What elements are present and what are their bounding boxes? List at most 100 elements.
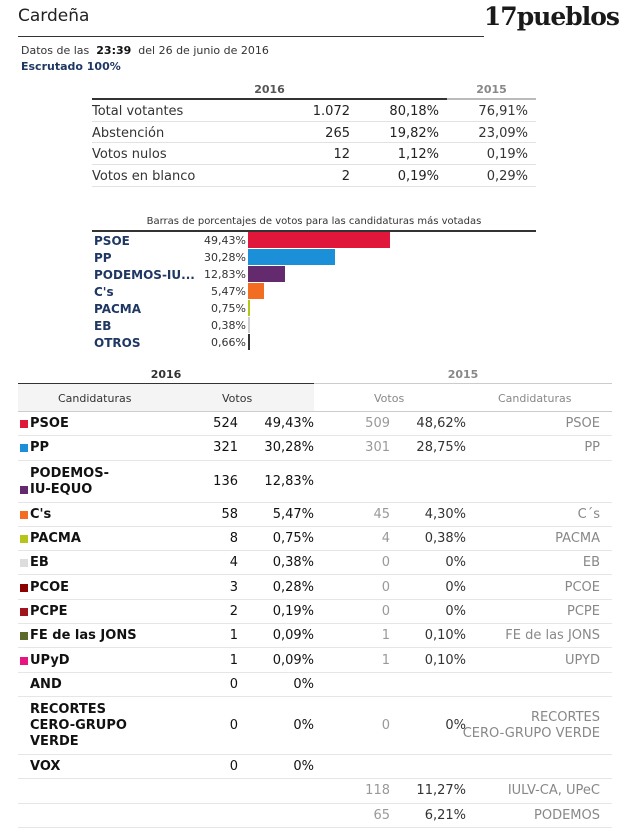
result-row: EB 4 0,38% 0 0% EB — [18, 551, 612, 576]
votes-2015: 301 — [365, 440, 390, 456]
town-title: Cardeña — [18, 6, 90, 26]
votes-2015: 1 — [381, 628, 390, 644]
pct-2015: 48,62% — [416, 416, 466, 432]
bar-party-name: PP — [94, 251, 112, 265]
summary-label: Votos nulos — [92, 147, 167, 163]
party-name-2016: PCOE — [30, 579, 69, 595]
votes-2016: 0 — [229, 676, 238, 692]
votes-2016: 3 — [229, 579, 238, 595]
bar-row: OTROS 0,66% — [92, 334, 536, 351]
summary-votes: 1.072 — [312, 104, 350, 119]
col-candidaturas-2016: Candidaturas — [58, 392, 132, 405]
party-color-swatch — [20, 583, 28, 592]
pct-2015: 0,10% — [424, 652, 466, 668]
summary-label: Votos en blanco — [92, 169, 196, 185]
pct-2015: 11,27% — [416, 783, 466, 799]
bars-title: Barras de porcentajes de votos para las … — [146, 216, 482, 227]
party-name-2015: FE de las JONS — [505, 628, 600, 644]
party-color-swatch — [20, 559, 28, 568]
party-color-swatch — [20, 535, 28, 544]
bar-party-name: C's — [94, 285, 114, 299]
votes-2015: 0 — [381, 717, 390, 733]
bar-pct-label: 0,75% — [211, 302, 246, 315]
party-name-2015: C´s — [577, 506, 600, 522]
summary-year-2016: 2016 — [254, 83, 285, 96]
party-name-2015: PACMA — [555, 531, 600, 547]
summary-header: 2016 2015 — [92, 80, 536, 100]
summary-pct-2016: 1,12% — [397, 147, 439, 163]
results-header-bg — [18, 384, 314, 411]
summary-votes: 265 — [325, 125, 350, 141]
summary-pct-2015: 23,09% — [478, 125, 528, 141]
bar-row: C's 5,47% — [92, 283, 536, 300]
summary-rule-2015 — [447, 98, 536, 100]
party-color-swatch — [20, 420, 28, 429]
votes-2016: 321 — [213, 440, 238, 456]
votes-2015: 0 — [381, 603, 390, 619]
votes-2016: 524 — [213, 416, 238, 432]
votes-2016: 4 — [229, 555, 238, 571]
summary-votes: 2 — [341, 169, 350, 185]
pct-2015: 28,75% — [416, 440, 466, 456]
summary-label: Total votantes — [92, 104, 184, 119]
party-color-swatch — [20, 656, 28, 665]
summary-year-2015: 2015 — [476, 83, 507, 96]
votes-2016: 0 — [229, 759, 238, 775]
bar-party-name: PODEMOS-IU... — [94, 268, 195, 282]
pct-2015: 0% — [445, 603, 466, 619]
col-votos-2016: Votos — [222, 392, 253, 405]
data-time: 23:39 — [96, 44, 132, 57]
party-name-2015: RECORTES CERO-GRUPO VERDE — [462, 709, 600, 741]
pct-2016: 0,38% — [272, 555, 314, 571]
party-name-2016: AND — [30, 676, 62, 692]
party-name-2015: PCOE — [564, 579, 600, 595]
votes-2015: 65 — [373, 807, 390, 823]
result-row: 118 11,27% IULV-CA, UPeC — [18, 779, 612, 804]
pct-2016: 49,43% — [264, 416, 314, 432]
pct-2016: 0% — [293, 676, 314, 692]
data-date: del 26 de junio de 2016 — [138, 44, 269, 57]
party-name-2016: PODEMOS- IU-EQUO — [30, 465, 109, 497]
result-row: C's 58 5,47% 45 4,30% C´s — [18, 503, 612, 527]
party-name-2016: PP — [30, 440, 50, 456]
data-timestamp: Datos de las 23:39 del 26 de junio de 20… — [21, 44, 269, 57]
pct-2015: 0,38% — [424, 531, 466, 547]
bar-pct-label: 0,66% — [211, 336, 246, 349]
pct-2016: 0,09% — [272, 628, 314, 644]
party-name-2015: PSOE — [565, 416, 600, 432]
bar-pct-label: 0,38% — [211, 319, 246, 332]
votes-2016: 0 — [229, 717, 238, 733]
bar-pct-label: 5,47% — [211, 285, 246, 298]
site-logo[interactable]: 17pueblos — [483, 2, 620, 31]
result-row: PCPE 2 0,19% 0 0% PCPE — [18, 600, 612, 625]
party-color-swatch — [20, 510, 28, 519]
party-name-2016: EB — [30, 555, 49, 571]
scrutiny-status: Escrutado 100% — [21, 60, 121, 73]
results-rule-2015 — [314, 383, 612, 384]
party-name-2016: FE de las JONS — [30, 628, 137, 644]
votes-2016: 58 — [221, 506, 238, 522]
pct-2015: 6,21% — [424, 807, 466, 823]
result-row: UPyD 1 0,09% 1 0,10% UPYD — [18, 648, 612, 673]
bar-party-name: PSOE — [94, 234, 130, 248]
bar-pct-label: 30,28% — [204, 251, 246, 264]
data-prefix: Datos de las — [21, 44, 90, 57]
pct-2015: 4,30% — [424, 506, 466, 522]
summary-rule-2016 — [92, 98, 447, 100]
party-name-2015: UPYD — [564, 652, 600, 668]
votes-2015: 0 — [381, 555, 390, 571]
results-table: 2016 2015 Candidaturas Votos Votos Candi… — [18, 364, 612, 828]
summary-row: Abstención 265 19,82% 23,09% — [92, 122, 536, 144]
bar-row: PSOE 49,43% — [92, 232, 536, 249]
votes-2016: 1 — [229, 652, 238, 668]
party-name-2015: PP — [584, 440, 600, 456]
result-row: PCOE 3 0,28% 0 0% PCOE — [18, 575, 612, 600]
pct-2016: 0,19% — [272, 603, 314, 619]
party-name-2015: EB — [582, 555, 600, 571]
votes-2015: 0 — [381, 579, 390, 595]
votes-2016: 8 — [229, 531, 238, 547]
col-candidaturas-2015: Candidaturas — [498, 392, 572, 405]
result-row: AND 0 0% — [18, 673, 612, 697]
summary-pct-2015: 0,29% — [486, 169, 528, 185]
summary-row: Votos en blanco 2 0,19% 0,29% — [92, 165, 536, 187]
